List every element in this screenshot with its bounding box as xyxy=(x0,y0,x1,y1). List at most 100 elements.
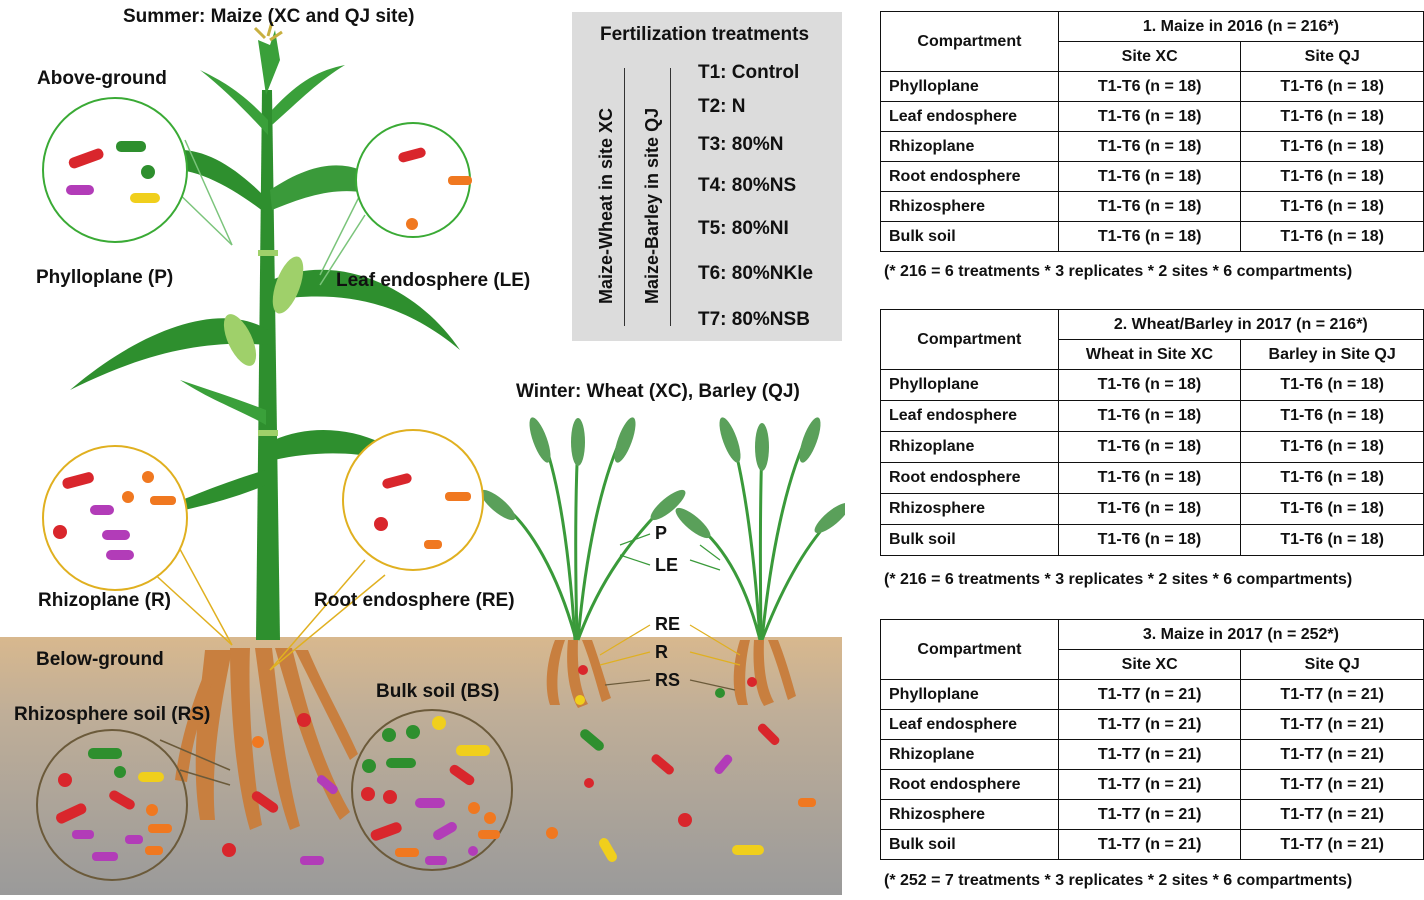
rotation-xc-label: Maize-Wheat in site XC xyxy=(596,107,616,304)
table-row: Leaf endosphere T1-T6 (n = 18) T1-T6 (n = … xyxy=(880,101,1424,132)
column-header: Site QJ xyxy=(1240,649,1424,680)
table-title: 3. Maize in 2017 (n = 252*) xyxy=(1057,619,1424,650)
column-header: Barley in Site QJ xyxy=(1240,339,1424,370)
soil-microbes xyxy=(222,665,816,865)
column-header: Site XC xyxy=(1057,41,1242,72)
compartment-cell: Leaf endosphere xyxy=(880,709,1059,740)
value-cell: T1-T6 (n = 18) xyxy=(1240,191,1424,222)
compartment-cell: Rhizoplane xyxy=(880,431,1059,463)
value-cell: T1-T6 (n = 18) xyxy=(1240,462,1424,494)
value-cell: T1-T6 (n = 18) xyxy=(1240,161,1424,192)
table-row: Leaf endosphere T1-T7 (n = 21) T1-T7 (n = … xyxy=(880,709,1424,740)
compartment-cell: Root endosphere xyxy=(880,769,1059,800)
column-header: Site XC xyxy=(1057,649,1242,680)
sampling-table-maize-2017: Compartment 3. Maize in 2017 (n = 252*) … xyxy=(880,619,1424,860)
compartment-cell: Rhizosphere xyxy=(880,191,1059,222)
compartment-cell: Rhizosphere xyxy=(880,799,1059,830)
value-cell: T1-T7 (n = 21) xyxy=(1240,799,1424,830)
table-row: Root endosphere T1-T6 (n = 18) T1-T6 (n = … xyxy=(880,161,1424,192)
compartment-cell: Phylloplane xyxy=(880,369,1059,401)
table-title: 2. Wheat/Barley in 2017 (n = 216*) xyxy=(1057,309,1424,340)
table-row: Rhizoplane T1-T6 (n = 18) T1-T6 (n = 18) xyxy=(880,431,1424,463)
value-cell: T1-T6 (n = 18) xyxy=(1057,161,1242,192)
value-cell: T1-T6 (n = 18) xyxy=(1057,131,1242,162)
compartment-cell: Phylloplane xyxy=(880,679,1059,710)
treatment-t4: T4: 80%NS xyxy=(698,175,797,196)
sampling-table-maize-2016: Compartment 1. Maize in 2016 (n = 216*) … xyxy=(880,11,1424,252)
table-footnote: (* 216 = 6 treatments * 3 replicates * 2… xyxy=(884,571,1353,588)
value-cell: T1-T6 (n = 18) xyxy=(1240,400,1424,432)
table-row: Rhizoplane T1-T6 (n = 18) T1-T6 (n = 18) xyxy=(880,131,1424,162)
soil-layer xyxy=(0,637,842,895)
table-row: Leaf endosphere T1-T6 (n = 18) T1-T6 (n = … xyxy=(880,400,1424,432)
treatment-t3: T3: 80%N xyxy=(698,134,784,155)
value-cell: T1-T6 (n = 18) xyxy=(1057,71,1242,102)
value-cell: T1-T7 (n = 21) xyxy=(1240,769,1424,800)
value-cell: T1-T6 (n = 18) xyxy=(1240,221,1424,252)
column-header: Site QJ xyxy=(1240,41,1424,72)
value-cell: T1-T6 (n = 18) xyxy=(1240,101,1424,132)
wheat-plant-right xyxy=(675,417,845,706)
rhizosphere-soil-label: Rhizosphere soil (RS) xyxy=(14,704,210,725)
table-row: Rhizosphere T1-T6 (n = 18) T1-T6 (n = 18) xyxy=(880,493,1424,525)
value-cell: T1-T6 (n = 18) xyxy=(1057,369,1242,401)
treatments-title: Fertilization treatments xyxy=(600,24,810,45)
below-ground-label: Below-ground xyxy=(36,649,164,670)
compartment-cell: Root endosphere xyxy=(880,161,1059,192)
value-cell: T1-T6 (n = 18) xyxy=(1057,191,1242,222)
bulk-soil-circle xyxy=(351,709,513,871)
value-cell: T1-T6 (n = 18) xyxy=(1057,431,1242,463)
table-footnote: (* 252 = 7 treatments * 3 replicates * 2… xyxy=(884,872,1353,889)
treatment-t1: T1: Control xyxy=(698,62,800,83)
above-ground-label: Above-ground xyxy=(37,68,167,89)
compartment-cell: Rhizoplane xyxy=(880,739,1059,770)
value-cell: T1-T6 (n = 18) xyxy=(1057,524,1242,556)
value-cell: T1-T7 (n = 21) xyxy=(1240,709,1424,740)
compartment-header: Compartment xyxy=(880,11,1059,72)
root-endosphere-circle xyxy=(342,429,484,571)
table-row: Phylloplane T1-T6 (n = 18) T1-T6 (n = 18) xyxy=(880,71,1424,102)
column-header: Wheat in Site XC xyxy=(1057,339,1242,370)
root-endosphere-label: Root endosphere (RE) xyxy=(314,590,515,611)
treatment-t6: T6: 80%NKle xyxy=(698,263,814,284)
value-cell: T1-T7 (n = 21) xyxy=(1057,709,1242,740)
wheat-label-le: LE xyxy=(655,555,678,575)
wheat-label-p: P xyxy=(655,523,667,543)
compartment-cell: Bulk soil xyxy=(880,829,1059,860)
compartment-cell: Phylloplane xyxy=(880,71,1059,102)
wheat-label-rs: RS xyxy=(655,670,680,690)
compartment-cell: Rhizosphere xyxy=(880,493,1059,525)
table-footnote: (* 216 = 6 treatments * 3 replicates * 2… xyxy=(884,263,1353,280)
value-cell: T1-T6 (n = 18) xyxy=(1057,493,1242,525)
sampling-table-wheat-barley-2017: Compartment 2. Wheat/Barley in 2017 (n =… xyxy=(880,309,1424,556)
rhizoplane-label: Rhizoplane (R) xyxy=(38,590,171,611)
value-cell: T1-T7 (n = 21) xyxy=(1057,739,1242,770)
value-cell: T1-T6 (n = 18) xyxy=(1240,493,1424,525)
treatments-panel: Fertilization treatments Maize-Wheat in … xyxy=(572,12,842,341)
wheat-plant-left xyxy=(480,417,686,708)
compartment-cell: Bulk soil xyxy=(880,524,1059,556)
compartment-cell: Leaf endosphere xyxy=(880,400,1059,432)
maize-plant xyxy=(70,21,460,640)
compartment-cell: Rhizoplane xyxy=(880,131,1059,162)
value-cell: T1-T6 (n = 18) xyxy=(1240,431,1424,463)
rhizoplane-circle xyxy=(42,445,188,591)
treatment-t2: T2: N xyxy=(698,96,746,117)
rotation-divider-1 xyxy=(624,68,625,326)
value-cell: T1-T7 (n = 21) xyxy=(1240,739,1424,770)
value-cell: T1-T6 (n = 18) xyxy=(1057,101,1242,132)
compartment-cell: Bulk soil xyxy=(880,221,1059,252)
phylloplane-label: Phylloplane (P) xyxy=(36,267,173,288)
winter-title: Winter: Wheat (XC), Barley (QJ) xyxy=(516,381,800,402)
table-row: Phylloplane T1-T6 (n = 18) T1-T6 (n = 18) xyxy=(880,369,1424,401)
leaf-endosphere-label: Leaf endosphere (LE) xyxy=(336,270,530,291)
wheat-label-r: R xyxy=(655,642,668,662)
value-cell: T1-T7 (n = 21) xyxy=(1057,799,1242,830)
table-row: Root endosphere T1-T6 (n = 18) T1-T6 (n = … xyxy=(880,462,1424,494)
rotation-qj-label: Maize-Barley in site QJ xyxy=(642,107,662,304)
compartment-header: Compartment xyxy=(880,309,1059,370)
maize-roots xyxy=(175,648,358,830)
table-row: Rhizosphere T1-T6 (n = 18) T1-T6 (n = 18) xyxy=(880,191,1424,222)
value-cell: T1-T7 (n = 21) xyxy=(1240,679,1424,710)
table-row: Root endosphere T1-T7 (n = 21) T1-T7 (n = … xyxy=(880,769,1424,800)
